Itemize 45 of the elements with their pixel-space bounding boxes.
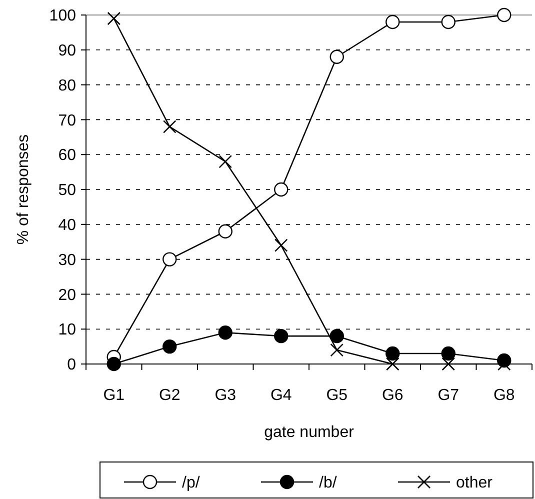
point	[386, 357, 400, 371]
point	[218, 154, 232, 168]
point	[441, 14, 456, 30]
point	[330, 50, 344, 64]
y-axis-title: % of responses	[15, 134, 32, 245]
point	[218, 224, 232, 238]
x-tick-label: G4	[270, 387, 292, 404]
point	[386, 346, 400, 361]
point	[330, 343, 344, 357]
y-tick-label: 30	[58, 252, 76, 269]
point	[107, 12, 121, 26]
y-tick-label: 0	[67, 356, 76, 374]
point	[218, 325, 232, 340]
point	[442, 357, 456, 371]
x-tick-label: G7	[438, 387, 460, 404]
y-tick-label: 60	[58, 147, 76, 164]
y-tick-label: 50	[58, 182, 76, 200]
point	[274, 328, 288, 344]
x-tick-label: G5	[326, 387, 348, 404]
point	[497, 8, 512, 22]
y-tick-label: 40	[58, 217, 76, 234]
y-tick-label: 20	[58, 286, 76, 304]
point	[386, 14, 400, 30]
point	[274, 182, 288, 197]
x-tick-label: G2	[158, 387, 180, 404]
point	[162, 339, 177, 354]
legend-label: /p/	[182, 474, 200, 492]
point	[330, 328, 344, 344]
point	[274, 238, 288, 252]
point	[162, 120, 176, 134]
x-tick-label: G8	[493, 387, 515, 404]
y-tick-label: 70	[58, 112, 76, 130]
y-tick-label: 10	[58, 322, 76, 339]
y-tick-label: 90	[58, 42, 76, 60]
point	[441, 346, 456, 361]
point	[106, 356, 121, 372]
legend-label: other	[456, 474, 494, 492]
x-tick-label: G3	[214, 387, 236, 404]
point	[162, 252, 177, 266]
x-tick-label: G1	[103, 387, 125, 404]
legend-label: /b/	[319, 474, 338, 492]
y-tick-label: 80	[58, 77, 76, 94]
x-tick-label: G6	[382, 387, 404, 404]
x-axis-title: gate number	[264, 424, 355, 441]
y-tick-label: 100	[49, 8, 76, 25]
